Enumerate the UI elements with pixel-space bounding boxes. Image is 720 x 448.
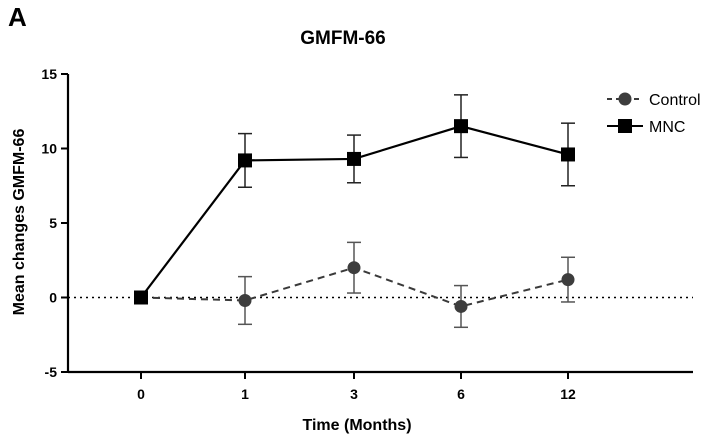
legend-item-control: Control [607, 92, 701, 109]
y-tick-label: 10 [41, 141, 57, 157]
data-point [347, 261, 361, 275]
x-tick-label: 6 [457, 386, 465, 402]
data-point [347, 151, 361, 166]
x-tick-label: 3 [350, 386, 358, 402]
y-tick-label: 5 [49, 215, 57, 231]
data-point [454, 119, 468, 134]
y-tick-label: 0 [49, 290, 57, 306]
y-tick-label: -5 [45, 364, 58, 380]
panel-label: A [8, 2, 27, 32]
data-point [561, 147, 575, 162]
data-point [454, 299, 468, 313]
y-tick-label: 15 [41, 66, 57, 82]
legend-marker [618, 119, 632, 133]
mnc-series [134, 94, 575, 305]
control-series [134, 241, 575, 329]
legend-marker [618, 92, 632, 106]
series-layer [134, 94, 575, 329]
y-axis-title: Mean changes GMFM-66 [11, 129, 28, 316]
x-tick-label: 12 [560, 386, 576, 402]
x-axis-title: Time (Months) [302, 417, 411, 434]
legend-label: Control [649, 92, 701, 109]
legend: Control MNC [607, 92, 701, 136]
legend-item-mnc: MNC [607, 119, 685, 136]
data-point [238, 153, 252, 168]
data-point [561, 273, 575, 287]
x-tick-label: 1 [241, 386, 249, 402]
legend-label: MNC [649, 119, 685, 136]
chart-title: GMFM-66 [300, 28, 386, 49]
data-point [238, 293, 252, 307]
x-tick-label: 0 [137, 386, 145, 402]
axes: -5 0 5 10 15 0 1 3 6 12 [41, 66, 693, 402]
data-point [134, 290, 148, 305]
